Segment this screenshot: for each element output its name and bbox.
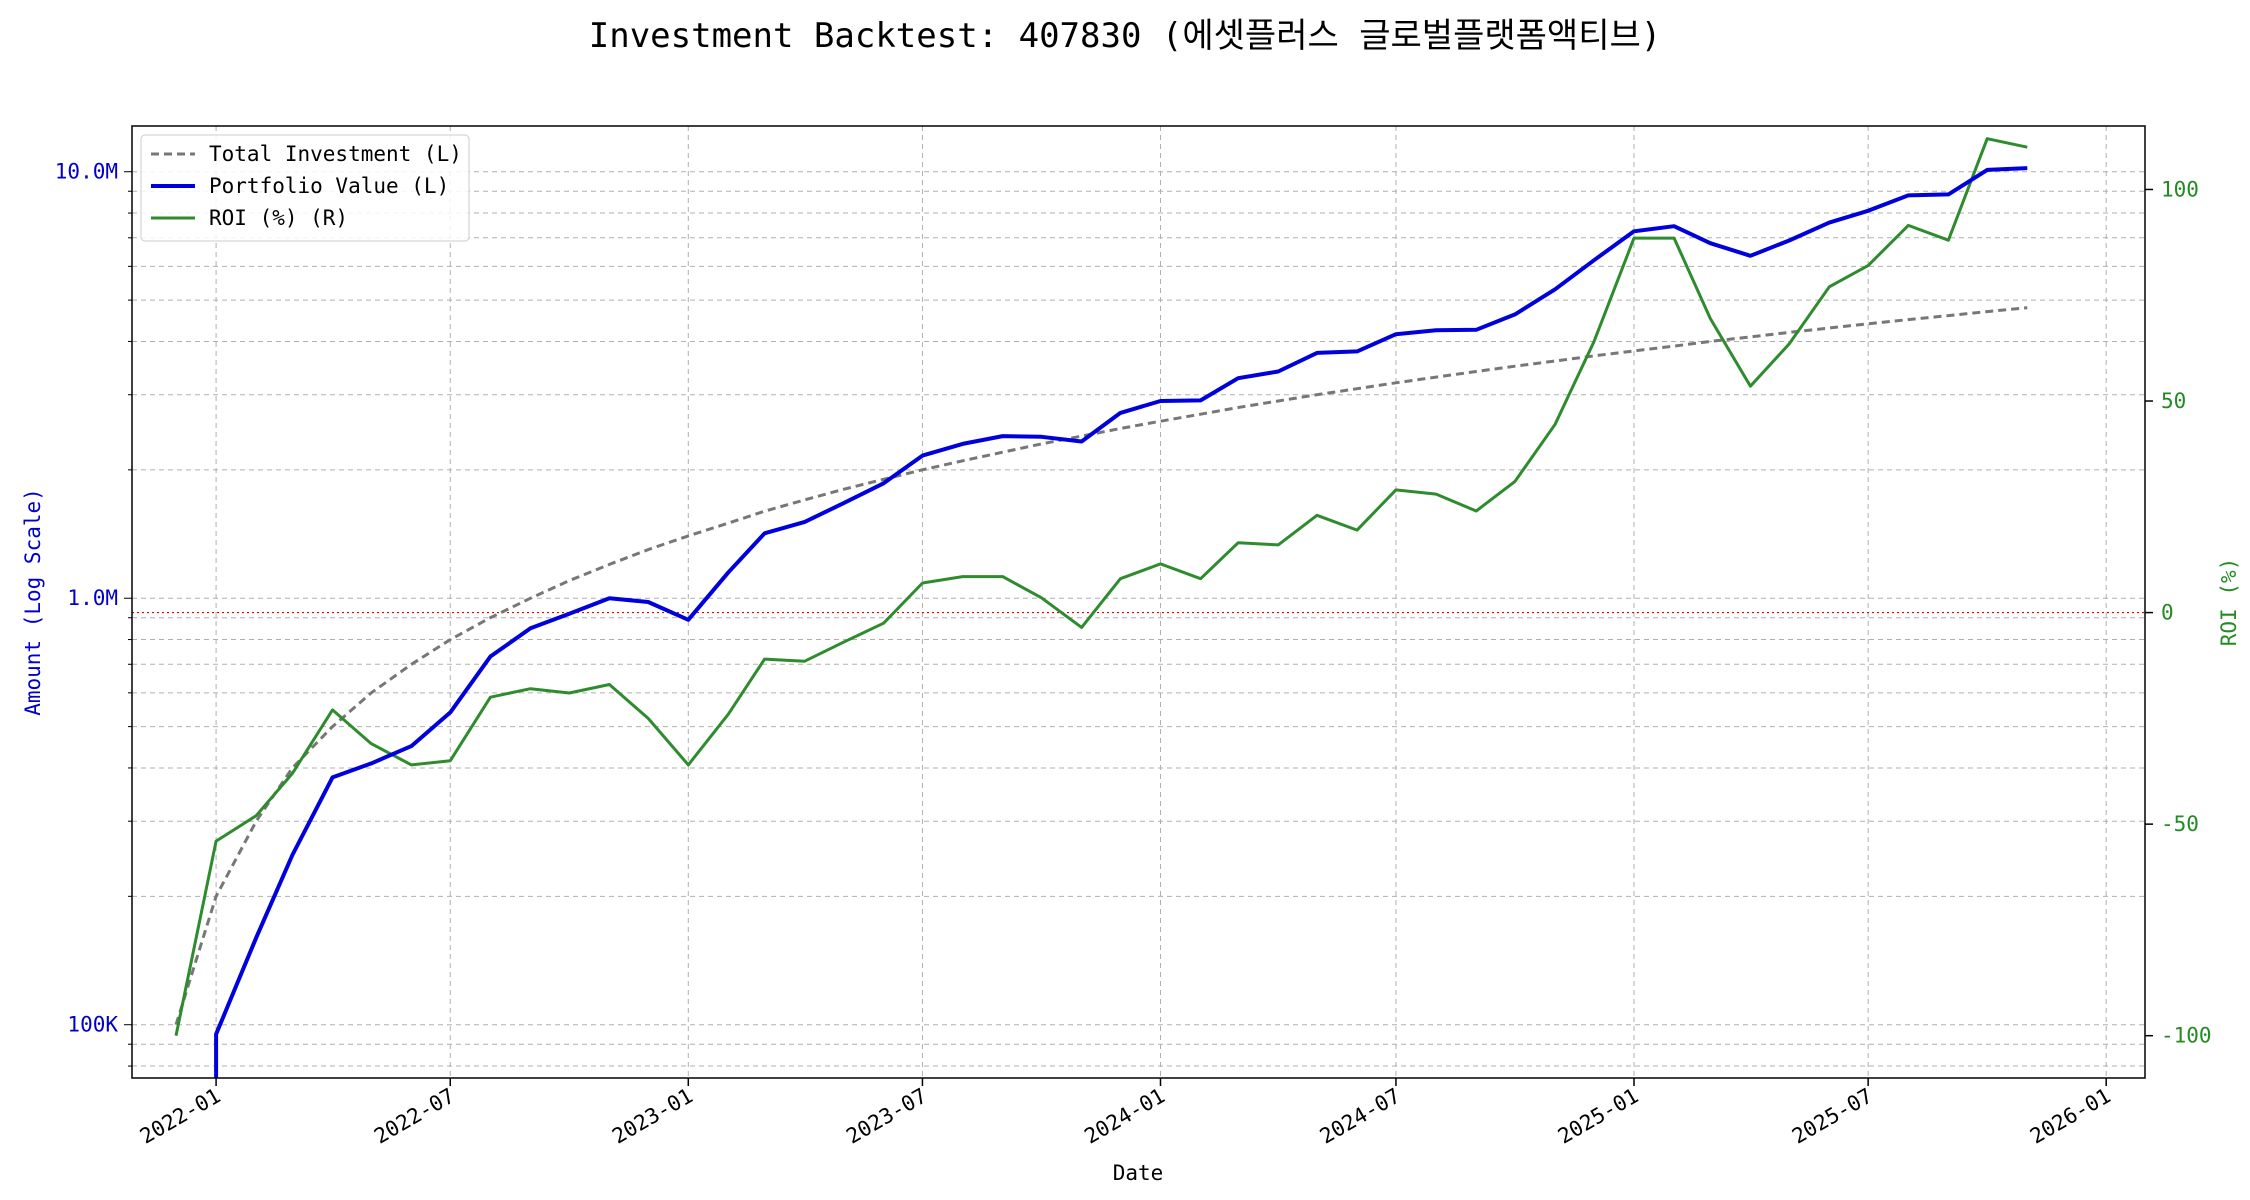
right-y-axis: -100 -50 0 50 100: [2145, 177, 2212, 1048]
x-tick-label: 2024-07: [1316, 1084, 1405, 1149]
x-tick-label: 2025-07: [1788, 1084, 1877, 1149]
left-y-axis-label: Amount (Log Scale): [21, 488, 45, 716]
right-tick-label: -50: [2161, 812, 2199, 836]
right-tick-label: 0: [2161, 601, 2174, 625]
x-tick-label: 2023-07: [842, 1084, 931, 1149]
x-axis-label: Date: [1113, 1161, 1164, 1185]
right-y-axis-label: ROI (%): [2217, 558, 2241, 647]
left-tick-label: 1.0M: [67, 586, 118, 610]
portfolio-value-line: [214, 166, 2028, 1078]
x-tick-label: 2025-01: [1554, 1084, 1643, 1149]
legend: Total Investment (L) Portfolio Value (L)…: [140, 134, 470, 242]
chart-title: Investment Backtest: 407830 (에셋플러스 글로벌플랫…: [589, 16, 1661, 56]
total-investment-line: [174, 306, 2028, 1026]
left-tick-label: 100K: [67, 1013, 118, 1037]
right-tick-label: 50: [2161, 389, 2186, 413]
x-tick-label: 2023-01: [608, 1084, 697, 1149]
legend-label-total-investment: Total Investment (L): [209, 142, 462, 166]
left-y-axis: 100K 1.0M 10.0M: [55, 160, 132, 1067]
right-tick-label: 100: [2161, 177, 2199, 201]
right-tick-label: -100: [2161, 1024, 2212, 1048]
roi-line: [174, 137, 2028, 1037]
x-tick-label: 2024-01: [1080, 1084, 1169, 1149]
plot-frame: [131, 125, 2146, 1079]
legend-label-roi: ROI (%) (R): [209, 206, 348, 230]
left-tick-label: 10.0M: [55, 160, 118, 184]
legend-label-portfolio-value: Portfolio Value (L): [209, 174, 449, 198]
x-tick-label: 2026-01: [2026, 1084, 2115, 1149]
x-tick-label: 2022-01: [136, 1084, 225, 1149]
legend-box: [140, 134, 470, 242]
x-tick-label: 2022-07: [370, 1084, 459, 1149]
x-axis: 2022-01 2022-07 2023-01 2023-07 2024-01 2024-…: [136, 1078, 2115, 1149]
series-lines: [174, 137, 2028, 1078]
grid-lines: [132, 126, 2145, 1078]
